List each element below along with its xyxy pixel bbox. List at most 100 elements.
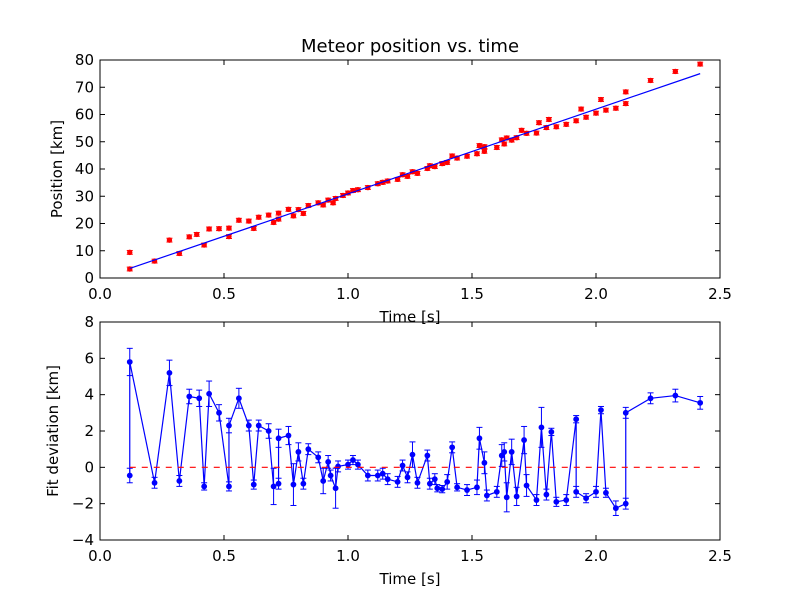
- data-point: [501, 448, 508, 455]
- x-tick-label: 0.0: [88, 547, 112, 565]
- data-point: [444, 478, 451, 485]
- data-point: [464, 153, 470, 159]
- data-point: [546, 116, 552, 123]
- x-tick-label: 2.5: [708, 547, 732, 565]
- data-point: [481, 148, 488, 154]
- y-tick-label: −4: [72, 531, 94, 549]
- data-point: [508, 448, 515, 455]
- data-point: [399, 462, 406, 469]
- data-point: [501, 141, 507, 147]
- y-tick-label: 6: [84, 349, 94, 367]
- data-point: [290, 213, 297, 219]
- data-point: [622, 409, 629, 416]
- data-point: [431, 476, 438, 483]
- x-tick-label: 1.5: [460, 547, 484, 565]
- y-tick-label: 30: [75, 187, 94, 205]
- data-point: [355, 461, 361, 468]
- data-point: [598, 96, 604, 103]
- data-point: [206, 390, 213, 397]
- y-tick-label: 2: [84, 422, 94, 440]
- data-point: [330, 200, 336, 206]
- data-point: [186, 393, 193, 400]
- data-point: [126, 359, 133, 365]
- data-point: [255, 422, 262, 429]
- data-point: [345, 461, 351, 468]
- data-point: [523, 482, 530, 489]
- x-tick-label: 0.5: [212, 285, 236, 303]
- data-point: [332, 485, 339, 492]
- data-point: [325, 458, 332, 465]
- data-point: [320, 478, 327, 484]
- y-tick-label: 8: [84, 313, 94, 331]
- data-point: [573, 416, 580, 423]
- bottom-y-axis-label: Fit deviation [km]: [44, 365, 62, 497]
- y-tick-label: 20: [75, 215, 94, 233]
- data-point: [290, 481, 297, 488]
- data-point: [622, 500, 629, 507]
- y-tick-label: 70: [75, 78, 94, 96]
- data-point: [533, 497, 540, 503]
- data-point: [245, 422, 252, 429]
- data-point: [285, 432, 292, 439]
- data-point: [493, 488, 500, 495]
- data-point: [697, 61, 703, 67]
- data-point: [612, 505, 619, 512]
- data-point: [379, 470, 386, 477]
- data-point: [226, 422, 232, 429]
- data-point: [186, 234, 192, 240]
- data-point: [697, 399, 704, 406]
- data-point: [434, 485, 441, 492]
- top-plot-area: 0.0 0.5 1.0 1.5 2.0 2.5 0 10 20 30 40 50 60 70 80: [75, 51, 732, 303]
- data-point: [256, 214, 262, 220]
- data-point: [672, 392, 679, 399]
- data-point: [235, 395, 242, 402]
- x-tick-label: 2.5: [708, 285, 732, 303]
- data-point: [538, 424, 545, 431]
- y-tick-label: 0: [84, 458, 94, 476]
- data-point: [548, 429, 555, 435]
- data-point: [449, 444, 456, 451]
- data-point: [176, 478, 183, 484]
- data-point: [414, 170, 421, 177]
- data-point: [573, 488, 580, 495]
- data-point: [226, 225, 232, 231]
- data-point: [226, 483, 232, 490]
- y-tick-label: 80: [75, 51, 94, 69]
- data-point: [151, 479, 158, 486]
- data-point: [295, 448, 302, 455]
- data-point: [270, 483, 277, 490]
- data-point: [613, 105, 619, 111]
- data-point: [404, 173, 411, 180]
- x-tick-label: 1.0: [336, 547, 360, 565]
- y-tick-label: 4: [84, 386, 94, 404]
- data-point: [300, 480, 307, 487]
- data-point: [553, 124, 560, 130]
- data-point: [270, 219, 277, 226]
- data-point: [404, 474, 411, 481]
- data-point: [409, 451, 416, 458]
- data-point: [573, 118, 579, 124]
- data-point: [464, 487, 470, 493]
- data-point: [494, 144, 500, 151]
- data-point: [583, 495, 589, 502]
- bottom-chart: 0.0 0.5 1.0 1.5 2.0 2.5 −4 −2 0 2 4 6 8 Time [s] Fit…: [44, 313, 732, 588]
- data-point: [216, 409, 222, 416]
- data-point: [454, 484, 461, 491]
- data-point: [126, 472, 133, 479]
- top-chart: Meteor position vs. time 0.0 0.5 1.0 1.5 2.0…: [48, 36, 732, 326]
- data-point: [647, 395, 654, 402]
- data-point: [305, 446, 312, 453]
- data-point: [374, 472, 381, 479]
- data-point: [201, 483, 208, 490]
- data-point: [603, 107, 609, 113]
- data-point: [426, 480, 433, 487]
- x-tick-label: 0.5: [212, 547, 236, 565]
- data-point: [481, 459, 488, 466]
- data-point: [275, 435, 282, 442]
- data-point: [196, 395, 203, 402]
- data-point: [216, 225, 222, 232]
- data-point: [593, 488, 599, 495]
- data-point: [598, 407, 604, 414]
- data-point: [166, 369, 173, 376]
